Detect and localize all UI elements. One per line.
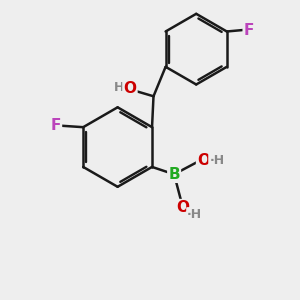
Text: ·H: ·H: [209, 154, 224, 167]
Text: F: F: [244, 22, 254, 38]
Text: H: H: [114, 81, 124, 94]
Text: ·H: ·H: [187, 208, 202, 221]
Text: O: O: [176, 200, 190, 215]
Text: O: O: [124, 81, 136, 96]
Text: O: O: [197, 153, 210, 168]
Text: F: F: [51, 118, 61, 133]
Text: B: B: [168, 167, 180, 182]
